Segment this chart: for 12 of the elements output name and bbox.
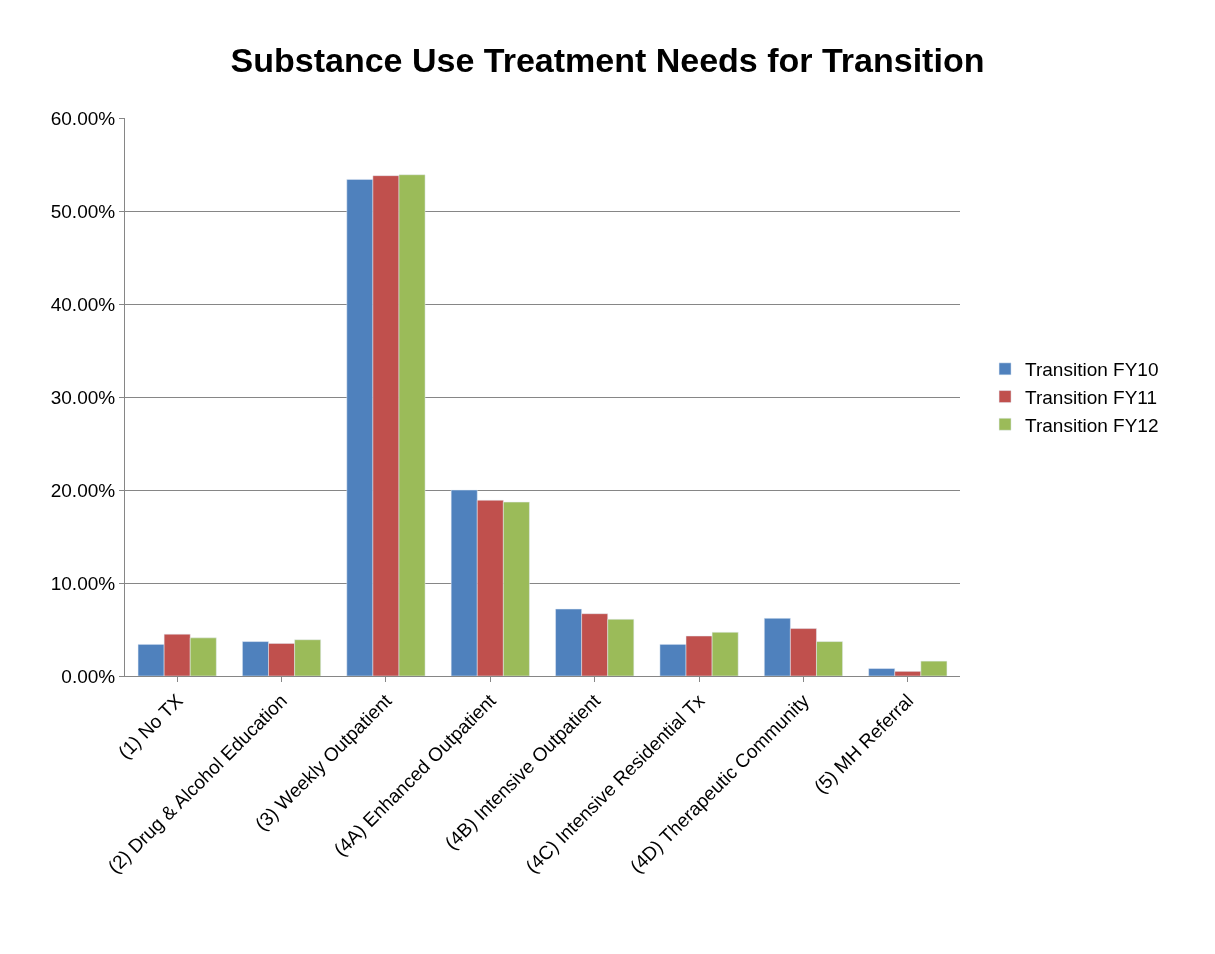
legend-label: Transition FY10 [1025,359,1159,381]
legend-label: Transition FY12 [1025,414,1159,436]
legend-label: Transition FY11 [1025,386,1158,408]
y-tick-label: 10.00% [50,572,116,594]
y-tick-label: 0.00% [61,665,116,687]
x-tick-label: (1) No TX [113,689,187,763]
chart-title: Substance Use Treatment Needs for Transition [230,40,985,79]
y-tick-label: 50.00% [50,200,116,222]
y-tick-label: 60.00% [50,107,116,129]
y-tick-label: 40.00% [50,293,116,315]
y-tick-label: 30.00% [50,386,116,408]
y-tick-label: 20.00% [50,479,116,501]
